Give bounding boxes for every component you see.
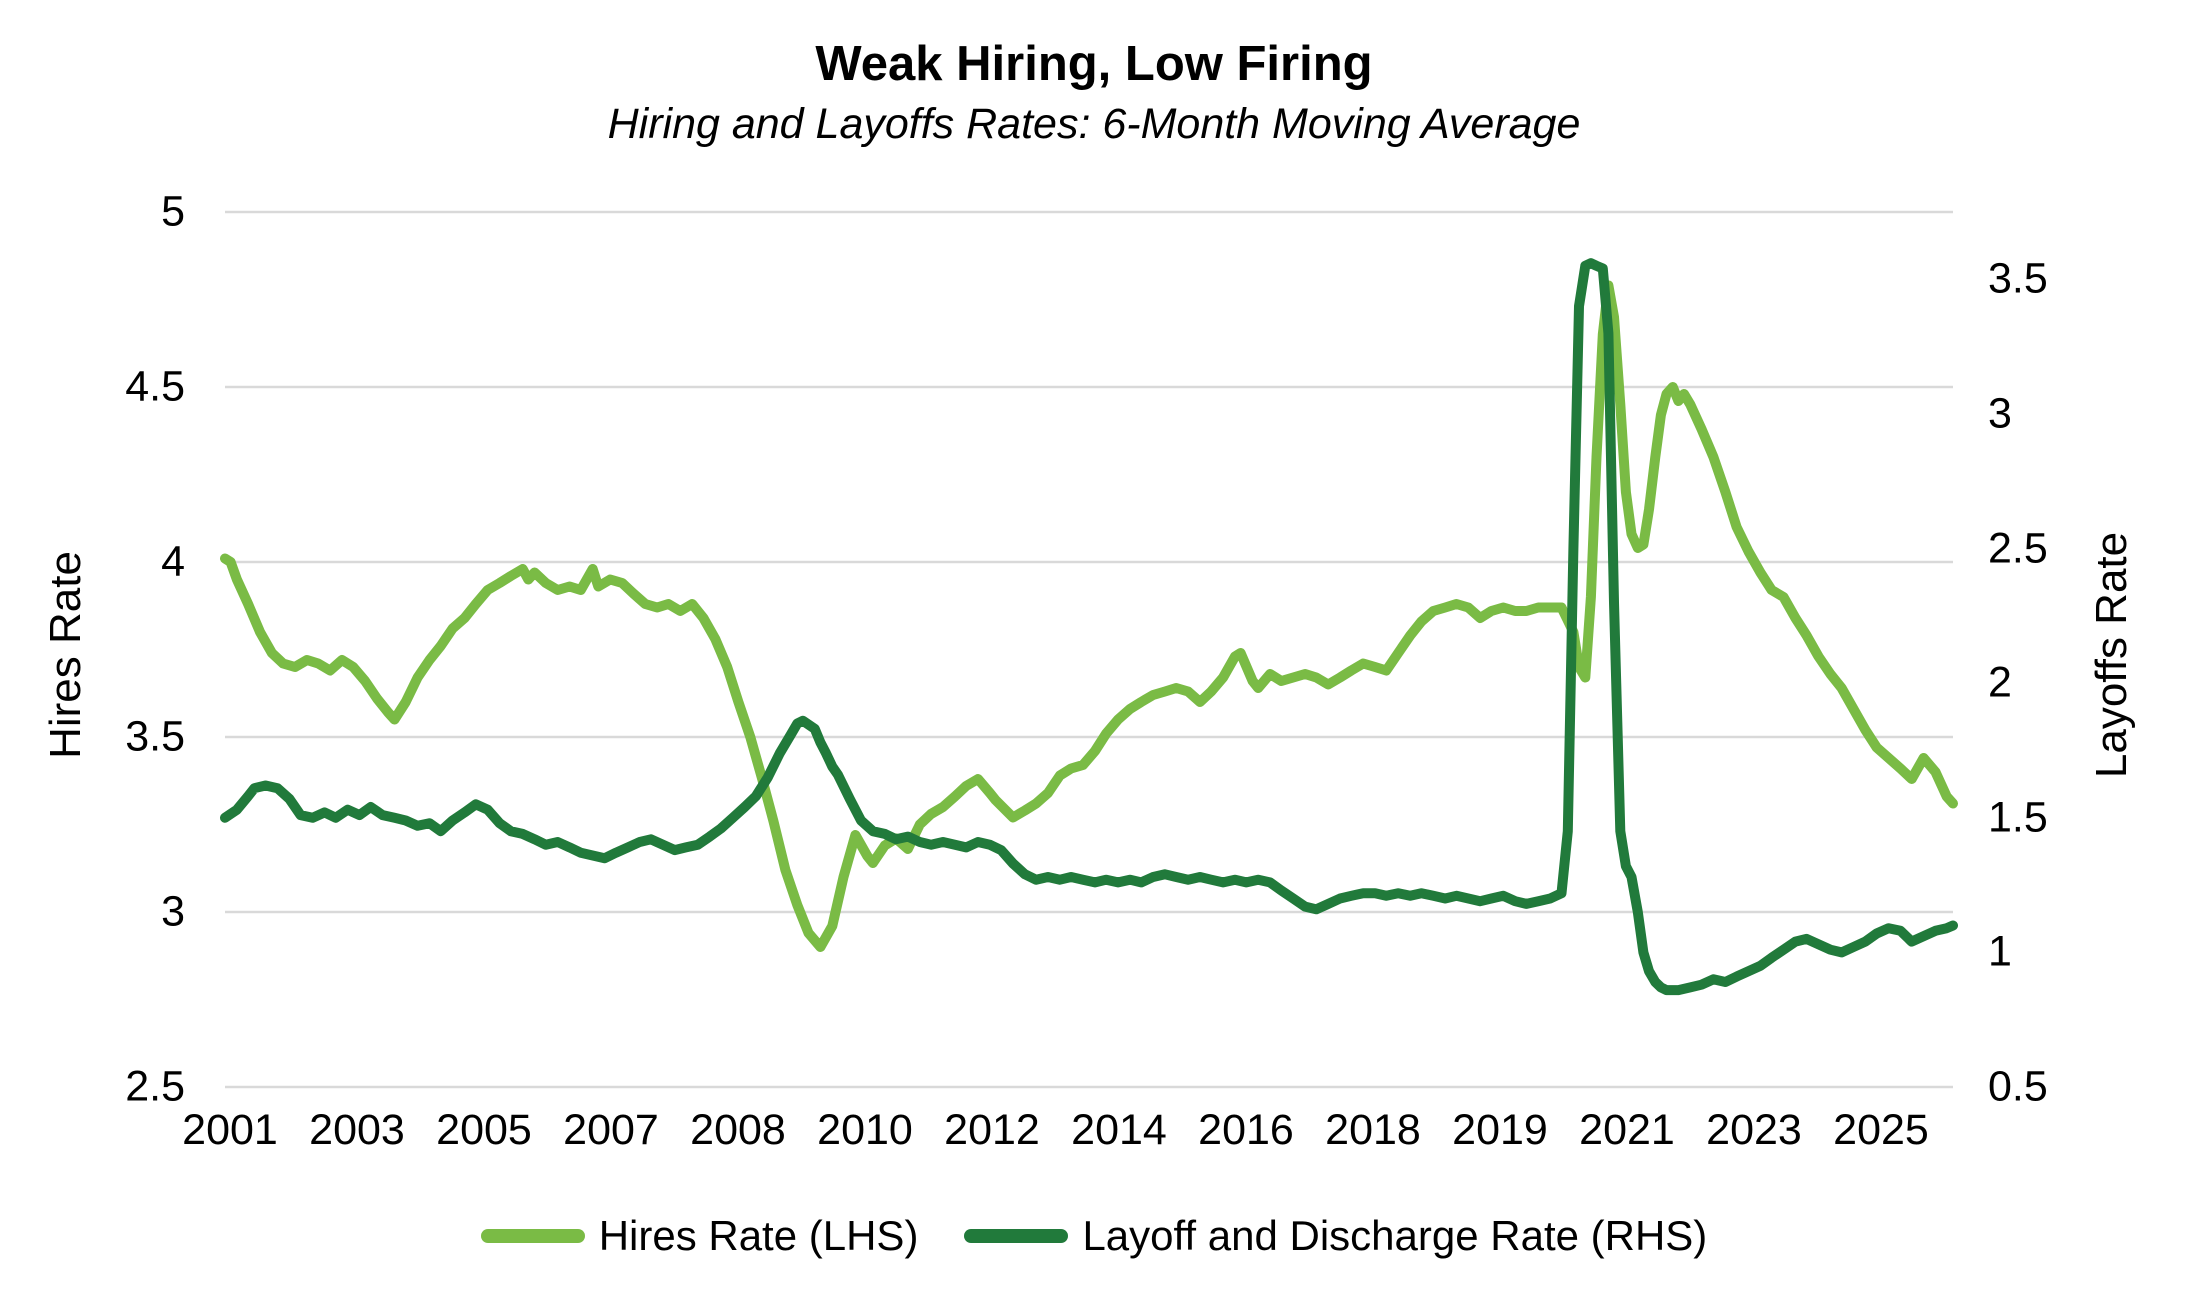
left-axis-tick-label: 2.5 <box>125 1062 185 1111</box>
x-axis-tick-label: 2007 <box>563 1106 659 1154</box>
x-axis-tick-label: 2005 <box>436 1106 532 1154</box>
chart-subtitle: Hiring and Layoffs Rates: 6-Month Moving… <box>607 100 1581 148</box>
legend-label-hires: Hires Rate (LHS) <box>598 1212 919 1259</box>
left-axis-tick-label: 3.5 <box>125 712 185 761</box>
chart-title: Weak Hiring, Low Firing <box>815 37 1373 91</box>
x-axis-tick-label: 2010 <box>817 1106 913 1154</box>
x-axis-tick-label: 2008 <box>690 1106 786 1154</box>
x-axis-tick-label: 2014 <box>1071 1106 1167 1154</box>
right-axis-tick-label: 0.5 <box>1988 1062 2048 1111</box>
left-axis-tick-label: 4.5 <box>125 362 185 411</box>
left-axis-title: Hires Rate <box>41 551 90 759</box>
x-axis-tick-label: 2025 <box>1833 1106 1929 1154</box>
gridlines <box>225 210 1953 1089</box>
x-axis-tick-label: 2021 <box>1579 1106 1675 1154</box>
layoff-rate-line <box>220 258 1958 996</box>
right-axis-tick-label: 2 <box>1988 658 2012 707</box>
x-axis-tick-label: 2019 <box>1452 1106 1548 1154</box>
x-axis-tick-label: 2018 <box>1325 1106 1421 1154</box>
hires-rate-line <box>220 280 1958 952</box>
right-axis-title: Layoffs Rate <box>2087 531 2136 779</box>
x-axis-tick-label: 2001 <box>182 1106 278 1154</box>
right-axis-tick-label: 1 <box>1988 927 2012 976</box>
legend-label-layoffs: Layoff and Discharge Rate (RHS) <box>1082 1212 1708 1259</box>
x-axis-tick-label: 2003 <box>309 1106 405 1154</box>
hires-legend-swatch-icon <box>480 1229 585 1243</box>
right-axis-tick-label: 2.5 <box>1988 524 2048 573</box>
right-axis-tick-label: 3 <box>1988 389 2012 438</box>
legend: Hires Rate (LHS) Layoff and Discharge Ra… <box>0 1212 2188 1260</box>
x-axis-tick-label: 2023 <box>1706 1106 1802 1154</box>
left-axis-tick-label: 4 <box>161 537 185 586</box>
legend-item-hires: Hires Rate (LHS) <box>480 1212 919 1260</box>
legend-item-layoffs: Layoff and Discharge Rate (RHS) <box>964 1212 1707 1260</box>
left-axis-tick-label: 3 <box>161 887 185 936</box>
right-axis-tick-label: 1.5 <box>1988 793 2048 842</box>
right-axis-tick-label: 3.5 <box>1988 254 2048 303</box>
layoffs-legend-swatch-icon <box>964 1229 1069 1243</box>
x-axis-tick-label: 2012 <box>944 1106 1040 1154</box>
x-axis-tick-label: 2016 <box>1198 1106 1294 1154</box>
left-axis-tick-label: 5 <box>161 187 185 236</box>
